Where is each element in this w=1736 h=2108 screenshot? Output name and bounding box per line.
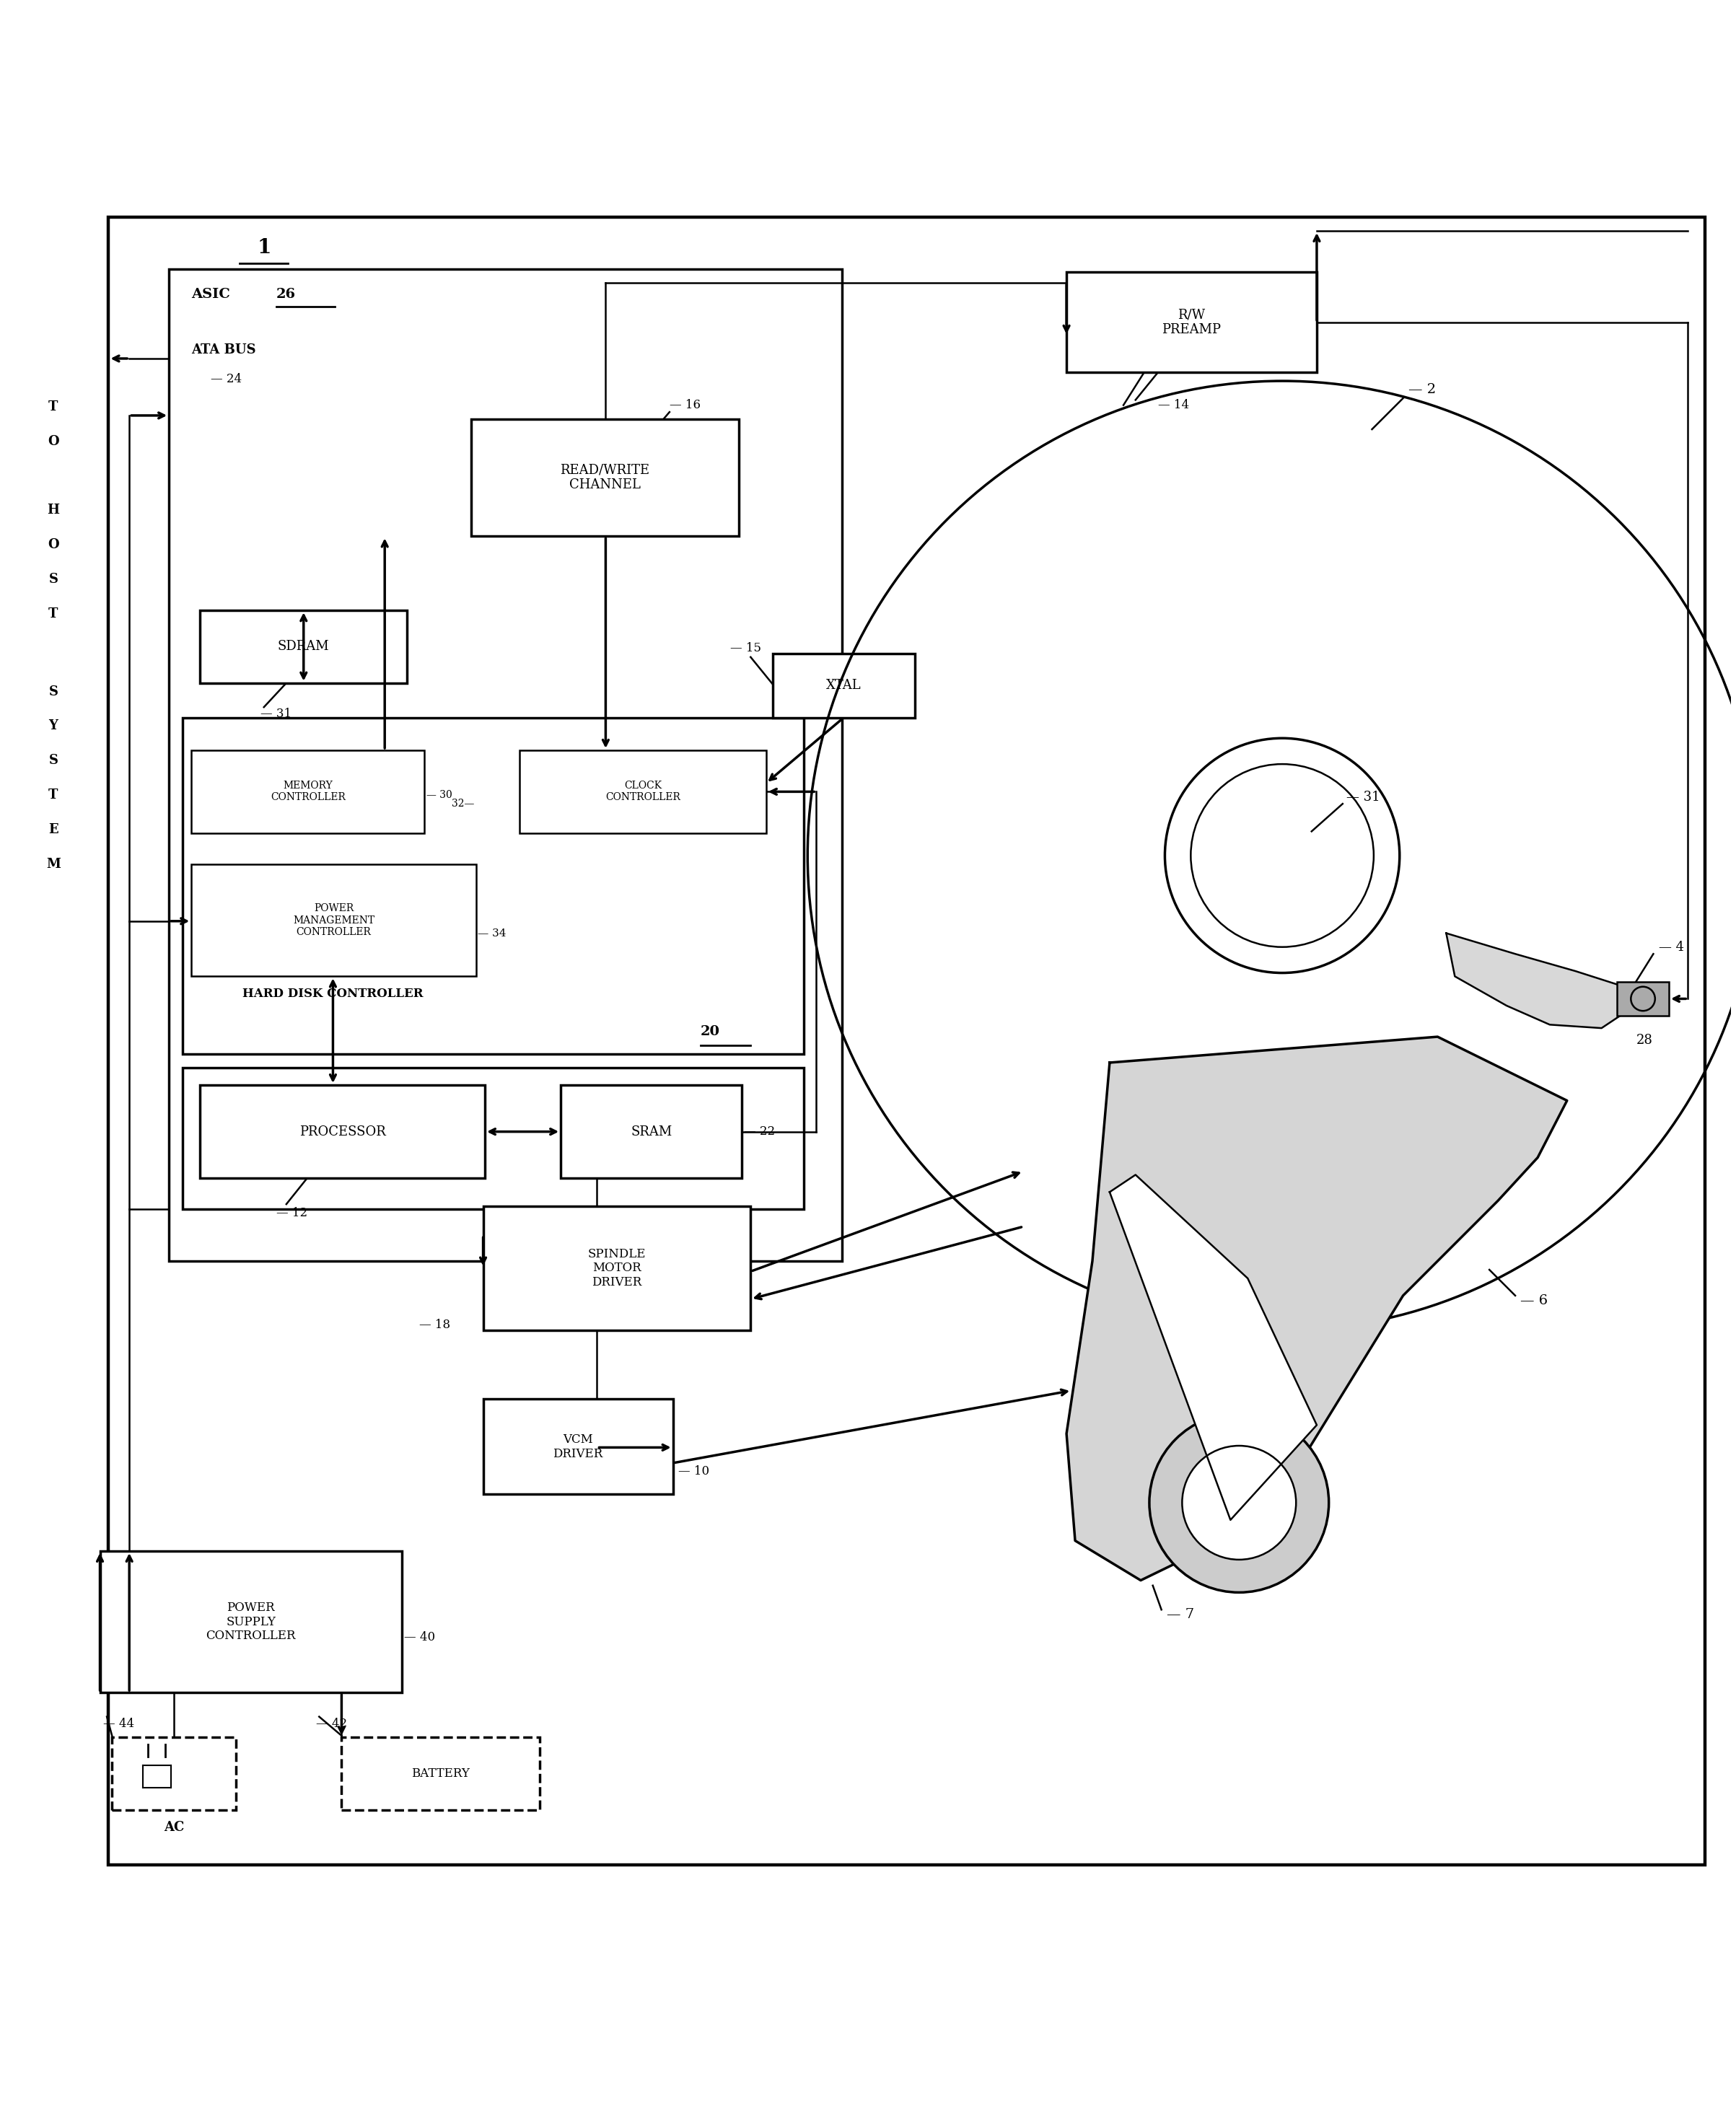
- Text: — 18: — 18: [418, 1320, 450, 1330]
- Text: BATTERY: BATTERY: [411, 1767, 470, 1779]
- Text: — 10: — 10: [679, 1465, 710, 1478]
- Bar: [483, 1400, 674, 1495]
- Bar: [191, 750, 424, 833]
- Polygon shape: [1446, 934, 1627, 1029]
- Text: T: T: [49, 607, 59, 620]
- Text: — 24: — 24: [210, 373, 241, 386]
- Text: 32—: 32—: [451, 799, 474, 809]
- Text: S: S: [49, 755, 57, 767]
- Bar: [200, 611, 408, 683]
- Text: — 30: — 30: [425, 790, 451, 801]
- Text: SDRAM: SDRAM: [278, 641, 330, 653]
- Bar: [470, 419, 738, 535]
- Text: — 6: — 6: [1521, 1294, 1549, 1307]
- Text: — 14: — 14: [1158, 398, 1189, 411]
- Text: E: E: [49, 822, 59, 837]
- Text: — 12: — 12: [276, 1206, 307, 1218]
- Bar: [191, 864, 476, 976]
- Text: 28: 28: [1635, 1033, 1653, 1048]
- Circle shape: [1182, 1446, 1297, 1560]
- Text: SPINDLE
MOTOR
DRIVER: SPINDLE MOTOR DRIVER: [589, 1248, 646, 1288]
- Bar: [519, 750, 766, 833]
- Text: ASIC: ASIC: [191, 289, 234, 301]
- Text: SRAM: SRAM: [630, 1126, 672, 1138]
- Text: 26: 26: [276, 289, 295, 301]
- Text: CLOCK
CONTROLLER: CLOCK CONTROLLER: [606, 780, 681, 803]
- Circle shape: [1149, 1412, 1328, 1592]
- Text: Y: Y: [49, 719, 57, 734]
- Text: VCM
DRIVER: VCM DRIVER: [554, 1433, 602, 1461]
- Bar: [200, 1086, 484, 1178]
- Bar: [1616, 982, 1668, 1016]
- Text: POWER
SUPPLY
CONTROLLER: POWER SUPPLY CONTROLLER: [207, 1602, 295, 1642]
- Text: — 44: — 44: [104, 1718, 134, 1731]
- Text: — 4: — 4: [1658, 940, 1684, 953]
- Text: — 22: — 22: [743, 1126, 774, 1138]
- Bar: [342, 1737, 540, 1811]
- Text: — 15: — 15: [729, 643, 760, 656]
- Bar: [1066, 272, 1316, 373]
- Text: — 34: — 34: [477, 928, 507, 938]
- Text: PROCESSOR: PROCESSOR: [299, 1126, 385, 1138]
- Text: — 2: — 2: [1408, 384, 1436, 396]
- Text: POWER
MANAGEMENT
CONTROLLER: POWER MANAGEMENT CONTROLLER: [293, 904, 375, 936]
- Text: S: S: [49, 685, 57, 698]
- Text: — 16: — 16: [670, 398, 701, 411]
- Bar: [113, 1737, 236, 1811]
- Text: M: M: [47, 858, 61, 871]
- Text: HARD DISK CONTROLLER: HARD DISK CONTROLLER: [243, 987, 424, 999]
- Text: 1: 1: [257, 238, 271, 257]
- Polygon shape: [1066, 1037, 1568, 1581]
- Text: T: T: [49, 401, 59, 413]
- Text: O: O: [47, 434, 59, 447]
- Text: READ/WRITE
CHANNEL: READ/WRITE CHANNEL: [561, 464, 649, 491]
- Text: — 31: — 31: [260, 708, 292, 721]
- Text: — 40: — 40: [404, 1632, 434, 1644]
- Text: R/W
PREAMP: R/W PREAMP: [1161, 308, 1220, 337]
- Text: 20: 20: [701, 1024, 720, 1037]
- Bar: [182, 1069, 804, 1210]
- Bar: [168, 270, 842, 1261]
- Text: XTAL: XTAL: [826, 679, 861, 691]
- Bar: [483, 1206, 750, 1330]
- Polygon shape: [1109, 1174, 1316, 1520]
- Text: O: O: [47, 538, 59, 552]
- Text: MEMORY
CONTROLLER: MEMORY CONTROLLER: [271, 780, 345, 803]
- Bar: [101, 1551, 403, 1693]
- Text: — 42: — 42: [316, 1718, 347, 1731]
- Bar: [561, 1086, 741, 1178]
- Text: AC: AC: [163, 1821, 184, 1834]
- Text: ATA BUS: ATA BUS: [191, 344, 257, 356]
- Text: — 7: — 7: [1167, 1608, 1194, 1621]
- Text: — 31: — 31: [1345, 790, 1380, 803]
- Bar: [182, 717, 804, 1054]
- Bar: [773, 653, 915, 717]
- Text: S: S: [49, 573, 57, 586]
- Text: T: T: [49, 788, 59, 801]
- Text: H: H: [47, 504, 59, 516]
